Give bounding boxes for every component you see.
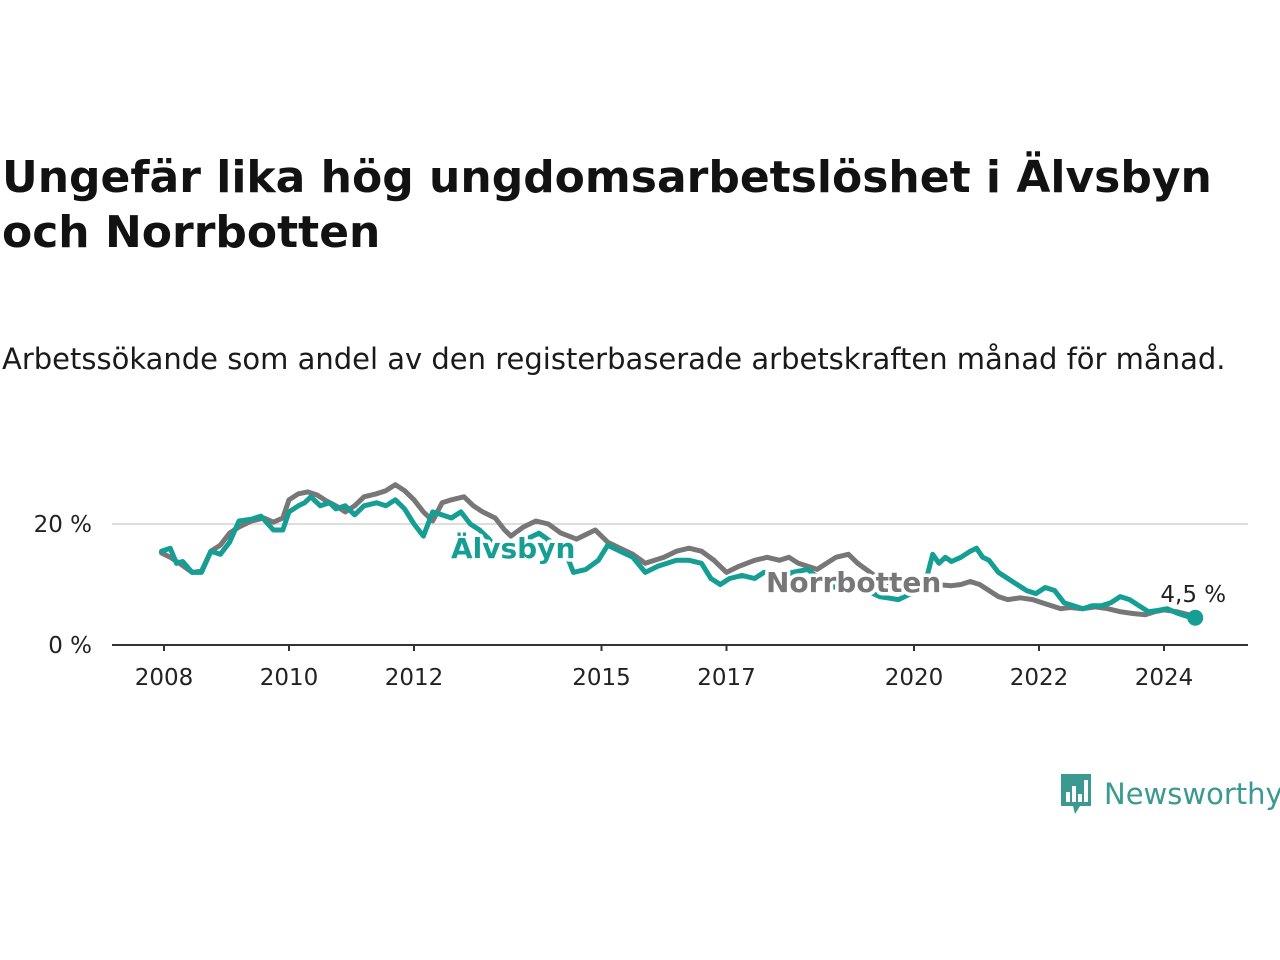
x-tick-label: 2020 [885,665,944,691]
bar-chart-bubble-icon [1061,774,1091,814]
series-line-lvsbyn [159,494,1198,621]
x-tick-label: 2022 [1010,665,1069,691]
x-tick-label: 2015 [572,665,631,691]
x-tick-label: 2012 [385,665,444,691]
series-label-norrbotten: Norrbotten [766,566,941,599]
logo-text: Newsworthy [1104,777,1280,811]
x-tick-label: 2008 [135,665,194,691]
x-tick-label: 2017 [697,665,756,691]
line-chart: 0 %20 %2008 2010 2012 2015 2017 2020 2022 2024 … [34,482,1248,691]
x-tick-label: 2024 [1135,665,1194,691]
newsworthy-logo: Newsworthy [1058,772,1280,816]
end-point-marker [1187,609,1204,626]
x-tick-label: 2010 [260,665,319,691]
series-label-alvsbyn: Älvsbyn [451,531,575,565]
chart-subtitle: Arbetssökande som andel av den registerb… [2,342,1226,376]
series-line-norrbotten [159,482,1201,620]
end-value-label: 4,5 % [1160,582,1226,608]
y-tick-label: 20 % [34,512,92,538]
y-tick-label: 0 % [48,633,92,659]
chart-title: Ungefär lika hög ungdomsarbetslöshet i Ä… [2,152,1212,258]
